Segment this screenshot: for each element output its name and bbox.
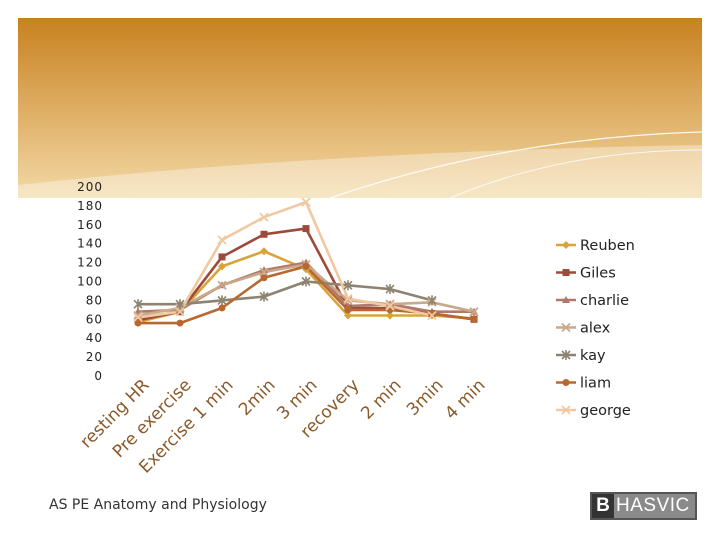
banner-swoosh-line xyxy=(329,131,703,199)
data-point-george xyxy=(343,293,353,304)
banner-swoosh-line-2 xyxy=(449,149,703,199)
legend-marker-kay xyxy=(561,350,571,360)
data-point-liam xyxy=(134,319,142,327)
legend-item-liam: liam xyxy=(556,376,611,392)
data-point-liam xyxy=(344,306,352,314)
banner-swoosh xyxy=(18,145,702,198)
data-point-reuben xyxy=(344,311,352,320)
logo-word: HASVIC xyxy=(614,494,695,518)
data-point-george xyxy=(301,197,311,207)
legend-label-reuben: Reuben xyxy=(580,238,635,254)
data-point-alex xyxy=(469,307,479,317)
y-tick-label: 140 xyxy=(77,237,103,251)
data-point-kay xyxy=(301,276,311,287)
y-tick-label: 200 xyxy=(77,180,103,194)
data-point-giles xyxy=(260,230,268,238)
data-point-alex xyxy=(385,299,395,309)
legend-item-charlie: charlie xyxy=(556,293,629,309)
series-line-kay xyxy=(138,280,433,306)
data-point-giles xyxy=(302,225,310,233)
data-point-kay xyxy=(217,295,227,306)
data-point-liam xyxy=(176,319,184,327)
y-tick-label: 0 xyxy=(94,369,103,383)
footer-subtitle: AS PE Anatomy and Physiology xyxy=(49,497,267,513)
x-tick-label: 3min xyxy=(403,375,447,419)
data-point-george xyxy=(217,235,227,245)
legend-label-charlie: charlie xyxy=(580,293,629,309)
data-point-liam xyxy=(428,310,436,318)
y-tick-label: 120 xyxy=(77,256,103,270)
data-point-liam xyxy=(218,304,226,312)
data-point-george xyxy=(385,301,395,311)
y-tick-label: 160 xyxy=(77,218,103,232)
data-point-george xyxy=(175,307,185,317)
legend-marker-charlie xyxy=(562,296,570,303)
y-tick-label: 40 xyxy=(86,331,103,345)
x-tick-label: 2 min xyxy=(357,375,405,423)
data-point-kay xyxy=(133,299,143,310)
series-line-george xyxy=(137,200,433,319)
data-point-reuben xyxy=(386,311,394,320)
legend-item-giles: Giles xyxy=(556,266,616,282)
y-tick-label: 80 xyxy=(86,293,103,307)
banner-background xyxy=(18,18,702,198)
legend-marker-liam xyxy=(562,379,570,386)
legend-marker-giles xyxy=(562,269,570,276)
legend-item-alex: alex xyxy=(556,321,611,337)
series-markers xyxy=(133,197,479,327)
y-tick-label: 180 xyxy=(77,199,103,213)
data-point-alex xyxy=(343,295,353,306)
legend-label-alex: alex xyxy=(580,321,611,337)
data-point-alex xyxy=(133,310,143,321)
data-point-liam xyxy=(470,315,478,323)
data-point-george xyxy=(133,312,143,323)
data-point-george xyxy=(427,310,437,321)
y-tick-label: 100 xyxy=(77,275,103,289)
data-point-george xyxy=(259,212,269,222)
legend: Reuben Giles charlie alex kay liam george xyxy=(556,238,635,419)
legend-marker-alex xyxy=(561,322,571,333)
data-point-giles xyxy=(218,253,226,261)
legend-label-kay: kay xyxy=(580,348,606,364)
legend-item-kay: kay xyxy=(556,348,606,364)
legend-item-george: george xyxy=(556,403,631,419)
data-point-kay xyxy=(343,280,353,291)
bhasvic-logo: B HASVIC xyxy=(590,492,697,520)
data-point-liam xyxy=(260,274,268,282)
title-banner xyxy=(18,18,703,199)
legend-label-george: george xyxy=(580,403,631,419)
y-axis: 0 20 40 60 80 100 120 140 160 180 200 xyxy=(77,180,103,383)
data-point-charlie xyxy=(260,266,268,274)
data-point-kay xyxy=(385,284,395,295)
data-point-kay xyxy=(175,299,185,310)
y-tick-label: 20 xyxy=(86,350,103,364)
legend-label-giles: Giles xyxy=(580,266,616,282)
data-point-liam xyxy=(302,262,310,270)
data-point-reuben xyxy=(218,262,226,271)
legend-marker-reuben xyxy=(562,241,570,249)
data-point-alex xyxy=(217,280,227,290)
logo-mark: B xyxy=(592,494,614,518)
data-point-kay xyxy=(259,291,269,302)
data-point-kay xyxy=(427,295,437,306)
data-point-alex xyxy=(259,267,269,277)
x-tick-label: 4 min xyxy=(441,375,489,423)
legend-label-liam: liam xyxy=(580,376,611,392)
legend-marker-george xyxy=(561,405,571,415)
legend-item-reuben: Reuben xyxy=(556,238,635,254)
x-tick-label: 2min xyxy=(235,375,279,419)
y-tick-label: 60 xyxy=(86,312,103,326)
data-point-reuben xyxy=(260,247,268,256)
